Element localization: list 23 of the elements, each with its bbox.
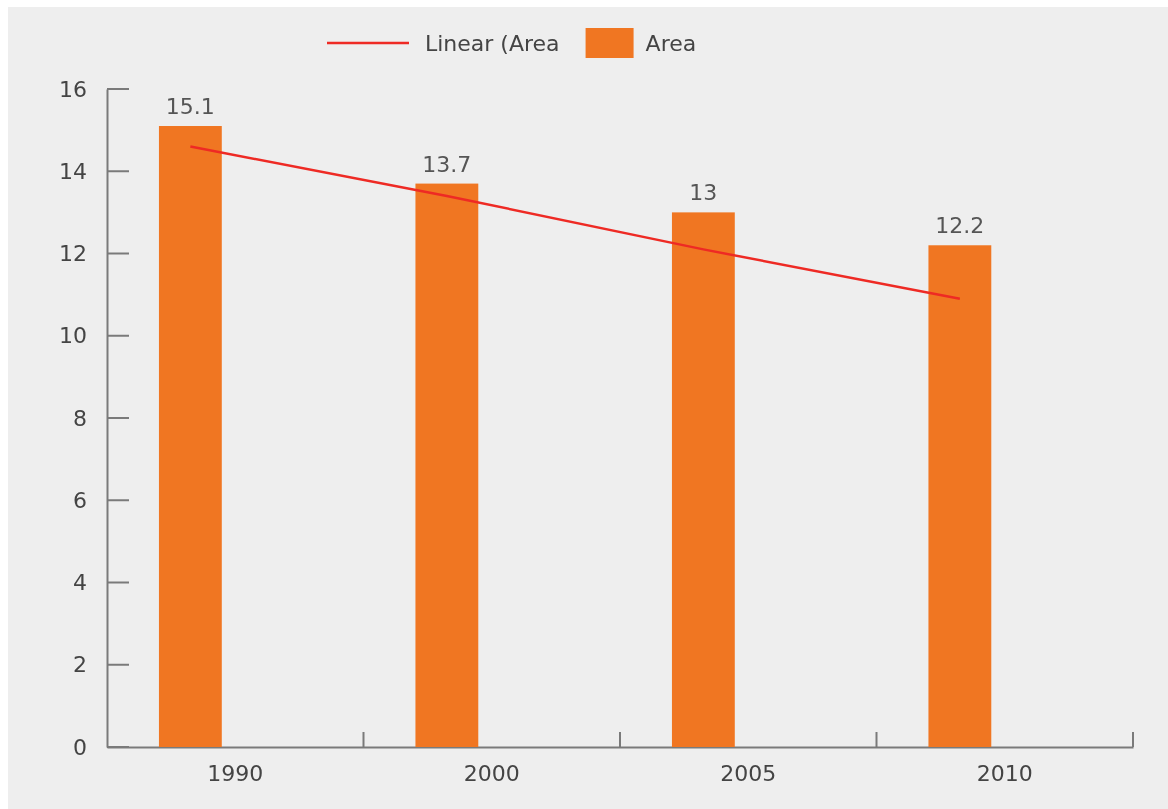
x-tick-label: 2010 <box>976 760 1033 786</box>
legend-label: Area <box>645 31 697 56</box>
y-tick-label: 2 <box>73 652 87 678</box>
bar <box>671 212 735 747</box>
y-tick-label: 6 <box>73 487 87 513</box>
data-label: 13 <box>689 180 718 206</box>
x-tick-label: 2005 <box>720 760 777 786</box>
bar <box>928 245 992 747</box>
x-tick-label: 2000 <box>463 760 520 786</box>
y-tick-label: 16 <box>59 76 87 102</box>
y-tick-label: 8 <box>73 405 87 431</box>
y-tick-label: 12 <box>59 241 87 267</box>
data-label: 13.7 <box>422 151 472 177</box>
data-label: 15.1 <box>165 94 215 120</box>
y-tick-label: 14 <box>59 158 87 184</box>
x-tick-label: 1990 <box>207 760 264 786</box>
data-label: 12.2 <box>935 213 985 239</box>
y-tick-label: 0 <box>73 734 87 760</box>
y-tick-label: 10 <box>59 323 87 349</box>
bar <box>158 126 222 747</box>
y-tick-label: 4 <box>73 570 87 596</box>
bar <box>415 183 479 747</box>
legend-label: Linear (Area <box>425 31 560 56</box>
